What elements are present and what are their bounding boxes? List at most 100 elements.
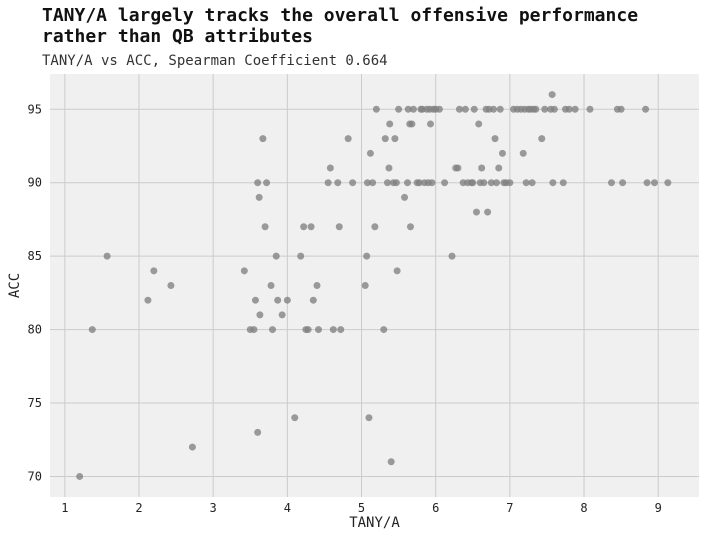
data-point <box>395 105 403 113</box>
data-point <box>371 223 379 231</box>
data-point <box>607 179 615 187</box>
data-point <box>256 311 264 319</box>
data-point <box>495 164 503 172</box>
data-point <box>344 135 352 143</box>
data-point <box>251 296 259 304</box>
y-axis-ticks: 70 75 80 85 90 95 <box>28 102 42 483</box>
data-point <box>409 105 417 113</box>
y-tick-label: 95 <box>28 102 42 116</box>
data-point <box>167 282 175 289</box>
data-point <box>642 105 650 113</box>
data-point <box>188 443 196 451</box>
y-axis-label: ACC <box>7 273 23 298</box>
data-points <box>76 91 672 480</box>
data-point <box>259 135 267 143</box>
data-point <box>263 179 271 187</box>
data-point <box>304 326 312 334</box>
data-point <box>448 252 456 260</box>
data-point <box>461 105 469 113</box>
data-point <box>469 179 477 187</box>
data-point <box>254 428 262 436</box>
data-point <box>619 179 627 187</box>
data-point <box>478 164 486 172</box>
data-point <box>559 179 567 187</box>
data-point <box>404 179 412 187</box>
data-point <box>329 326 337 334</box>
data-point <box>250 326 258 334</box>
x-tick-label: 3 <box>210 501 217 515</box>
data-point <box>550 105 558 113</box>
data-point <box>549 179 557 187</box>
data-point <box>532 105 540 113</box>
data-point <box>643 179 651 187</box>
data-point <box>406 223 414 231</box>
data-point <box>335 223 343 231</box>
data-point <box>404 105 412 113</box>
x-tick-label: 9 <box>655 501 662 515</box>
data-point <box>455 105 463 113</box>
data-point <box>240 267 248 275</box>
data-point <box>363 252 371 260</box>
y-tick-label: 70 <box>28 469 42 483</box>
x-tick-label: 8 <box>580 501 587 515</box>
data-point <box>565 105 573 113</box>
data-point <box>401 193 409 201</box>
data-point <box>307 223 315 231</box>
data-point <box>324 179 332 187</box>
data-point <box>315 326 323 334</box>
data-point <box>383 179 391 187</box>
data-point <box>386 120 394 128</box>
data-point <box>493 179 501 187</box>
data-point <box>103 252 111 260</box>
data-point <box>326 164 334 172</box>
data-point <box>519 149 527 157</box>
data-point <box>369 179 377 187</box>
data-point <box>470 105 478 113</box>
chart-subtitle: TANY/A vs ACC, Spearman Coefficient 0.66… <box>42 53 388 69</box>
data-point <box>144 296 152 304</box>
x-tick-label: 1 <box>61 501 68 515</box>
x-tick-label: 6 <box>432 501 439 515</box>
data-point <box>491 135 499 143</box>
data-point <box>150 267 158 275</box>
data-point <box>498 149 506 157</box>
data-point <box>291 414 299 422</box>
data-point <box>363 179 371 187</box>
data-point <box>392 179 400 187</box>
x-tick-label: 4 <box>284 501 291 515</box>
x-axis-label: TANY/A <box>349 515 400 531</box>
y-tick-label: 90 <box>28 176 42 190</box>
data-point <box>586 105 594 113</box>
data-point <box>381 135 389 143</box>
x-tick-label: 5 <box>358 501 365 515</box>
data-point <box>76 472 84 480</box>
data-point <box>309 296 317 304</box>
data-point <box>548 91 556 99</box>
data-point <box>415 179 423 187</box>
data-point <box>283 296 291 304</box>
data-point <box>472 208 480 216</box>
plot-area <box>50 74 699 497</box>
data-point <box>487 179 495 187</box>
data-point <box>313 282 321 289</box>
data-point <box>408 120 416 128</box>
data-point <box>337 326 345 334</box>
data-point <box>274 296 282 304</box>
data-point <box>454 164 462 172</box>
data-point <box>300 223 308 231</box>
data-point <box>361 282 369 289</box>
data-point <box>664 179 672 187</box>
x-tick-label: 7 <box>506 501 513 515</box>
data-point <box>441 179 449 187</box>
data-point <box>484 208 492 216</box>
data-point <box>349 179 357 187</box>
data-point <box>496 105 504 113</box>
data-point <box>475 120 483 128</box>
data-point <box>272 252 280 260</box>
data-point <box>267 282 275 289</box>
data-point <box>426 120 434 128</box>
y-tick-label: 85 <box>28 249 42 263</box>
x-tick-label: 2 <box>135 501 142 515</box>
data-point <box>506 179 514 187</box>
